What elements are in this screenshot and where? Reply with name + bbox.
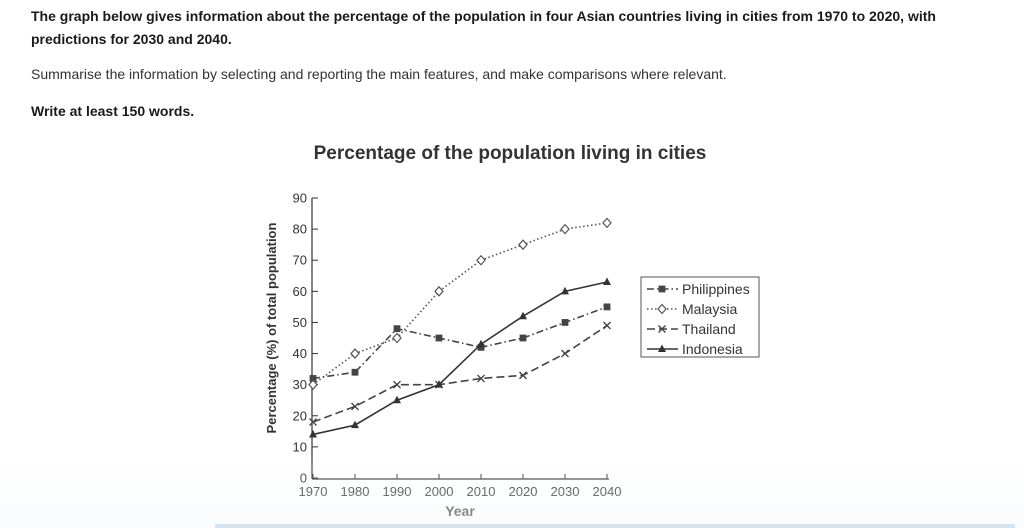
data-point-thailand <box>309 418 317 426</box>
data-point-philippines <box>477 343 485 351</box>
series-malaysia <box>308 217 612 391</box>
x-tick-label: 1990 <box>383 484 412 499</box>
x-axis-label: Year <box>445 503 475 519</box>
data-point-malaysia <box>392 332 402 344</box>
series-line-philippines <box>312 306 608 380</box>
legend-label-malaysia: Malaysia <box>682 301 737 317</box>
series-line-malaysia <box>312 222 608 386</box>
data-point-thailand <box>393 380 401 389</box>
x-tick-label: 2030 <box>551 484 580 499</box>
y-tick-label: 70 <box>293 253 307 268</box>
data-point-indonesia <box>351 420 359 429</box>
legend-label-indonesia: Indonesia <box>682 341 743 357</box>
x-tick-label: 1970 <box>299 484 328 499</box>
chart-title: Percentage of the population living in c… <box>314 143 707 164</box>
data-point-philippines <box>393 325 401 333</box>
series-philippines <box>309 303 611 382</box>
y-tick-label: 20 <box>293 408 307 423</box>
legend-marker-philippines <box>658 285 666 293</box>
data-point-malaysia <box>560 223 570 235</box>
series-line-indonesia <box>312 281 608 436</box>
data-point-indonesia <box>477 339 485 348</box>
legend-marker-indonesia <box>658 344 666 352</box>
legend-marker-thailand <box>658 325 666 333</box>
data-point-malaysia <box>308 379 318 391</box>
series-line-thailand <box>312 324 608 423</box>
legend: Philippines Malaysia Thailand Indonesia <box>640 276 760 358</box>
x-tick-label: 1980 <box>341 484 370 499</box>
data-point-thailand <box>351 402 359 411</box>
legend-marker-malaysia <box>657 303 667 315</box>
x-tick-label: 2040 <box>593 484 622 499</box>
x-tick-label: 2020 <box>509 484 538 499</box>
data-point-thailand <box>561 349 569 358</box>
data-point-philippines <box>561 319 569 326</box>
data-point-indonesia <box>435 380 443 388</box>
data-point-malaysia <box>518 239 528 251</box>
data-point-thailand <box>477 374 485 383</box>
task-instruction: Summarise the information by selecting a… <box>31 66 727 82</box>
y-tick-label: 10 <box>293 439 307 454</box>
y-tick-label: 90 <box>293 191 307 206</box>
y-tick-label: 40 <box>293 346 307 361</box>
data-point-indonesia <box>561 286 569 295</box>
data-point-philippines <box>519 334 527 342</box>
task-prompt: The graph below gives information about … <box>31 8 936 47</box>
x-tick-label: 2000 <box>425 484 454 499</box>
series-indonesia <box>309 277 611 438</box>
y-tick-label: 30 <box>293 377 307 392</box>
legend-label-philippines: Philippines <box>682 281 750 297</box>
data-point-thailand <box>519 371 527 380</box>
data-point-indonesia <box>393 395 401 404</box>
data-point-indonesia <box>519 311 527 320</box>
data-point-malaysia <box>602 217 612 229</box>
data-point-philippines <box>351 368 359 376</box>
data-point-malaysia <box>476 254 486 266</box>
y-axis-label: Percentage (%) of total population <box>264 222 279 433</box>
y-tick-label: 80 <box>293 222 307 237</box>
urbanization-line-chart: Percentage of the population living in c… <box>264 143 760 519</box>
y-tick-label: 50 <box>293 315 307 330</box>
data-point-philippines <box>603 303 611 311</box>
data-point-malaysia <box>350 348 360 359</box>
data-point-thailand <box>603 321 611 330</box>
data-point-indonesia <box>309 429 317 438</box>
x-tick-label: 2010 <box>467 484 496 499</box>
legend-box <box>640 276 760 358</box>
y-tick-label: 60 <box>293 284 307 299</box>
word-requirement: Write at least 150 words. <box>31 103 195 119</box>
bottom-bar <box>215 524 1015 528</box>
data-point-philippines <box>309 375 317 382</box>
data-point-indonesia <box>603 277 611 285</box>
legend-label-thailand: Thailand <box>682 321 736 337</box>
data-point-philippines <box>435 334 443 342</box>
data-point-malaysia <box>434 285 444 297</box>
